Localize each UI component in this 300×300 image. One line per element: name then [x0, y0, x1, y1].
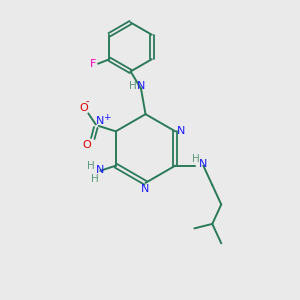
Text: N: N: [199, 159, 208, 169]
Text: H: H: [129, 81, 136, 92]
Text: N: N: [141, 184, 150, 194]
Text: N: N: [95, 116, 104, 126]
Text: F: F: [90, 59, 96, 69]
Text: O: O: [82, 140, 91, 150]
Text: O: O: [80, 103, 88, 113]
Text: H: H: [192, 154, 200, 164]
Text: +: +: [103, 112, 111, 122]
Text: H: H: [87, 161, 94, 171]
Text: -: -: [86, 97, 89, 106]
Text: N: N: [95, 165, 104, 175]
Text: N: N: [176, 126, 185, 136]
Text: H: H: [91, 174, 99, 184]
Text: N: N: [137, 81, 145, 92]
